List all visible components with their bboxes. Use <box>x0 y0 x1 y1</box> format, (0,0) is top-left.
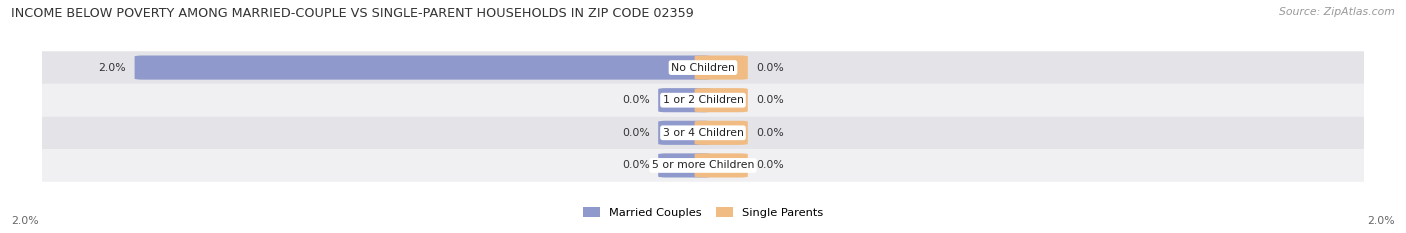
FancyBboxPatch shape <box>695 121 748 145</box>
Text: 0.0%: 0.0% <box>756 128 785 138</box>
FancyBboxPatch shape <box>695 88 748 112</box>
FancyBboxPatch shape <box>658 88 711 112</box>
FancyBboxPatch shape <box>695 153 748 178</box>
FancyBboxPatch shape <box>135 55 711 80</box>
Legend: Married Couples, Single Parents: Married Couples, Single Parents <box>583 207 823 218</box>
Text: 1 or 2 Children: 1 or 2 Children <box>662 95 744 105</box>
FancyBboxPatch shape <box>31 149 1375 182</box>
Text: Source: ZipAtlas.com: Source: ZipAtlas.com <box>1279 7 1395 17</box>
Text: 3 or 4 Children: 3 or 4 Children <box>662 128 744 138</box>
FancyBboxPatch shape <box>658 153 711 178</box>
Text: No Children: No Children <box>671 63 735 72</box>
Text: 0.0%: 0.0% <box>756 95 785 105</box>
Text: 5 or more Children: 5 or more Children <box>652 161 754 170</box>
Text: 0.0%: 0.0% <box>621 161 650 170</box>
FancyBboxPatch shape <box>31 84 1375 116</box>
Text: 0.0%: 0.0% <box>621 95 650 105</box>
Text: 0.0%: 0.0% <box>756 63 785 72</box>
Text: 0.0%: 0.0% <box>756 161 785 170</box>
FancyBboxPatch shape <box>31 116 1375 149</box>
Text: 2.0%: 2.0% <box>11 216 39 226</box>
Text: 0.0%: 0.0% <box>621 128 650 138</box>
Text: 2.0%: 2.0% <box>1367 216 1395 226</box>
FancyBboxPatch shape <box>658 121 711 145</box>
FancyBboxPatch shape <box>31 51 1375 84</box>
FancyBboxPatch shape <box>695 55 748 80</box>
Text: INCOME BELOW POVERTY AMONG MARRIED-COUPLE VS SINGLE-PARENT HOUSEHOLDS IN ZIP COD: INCOME BELOW POVERTY AMONG MARRIED-COUPL… <box>11 7 695 20</box>
Text: 2.0%: 2.0% <box>98 63 127 72</box>
